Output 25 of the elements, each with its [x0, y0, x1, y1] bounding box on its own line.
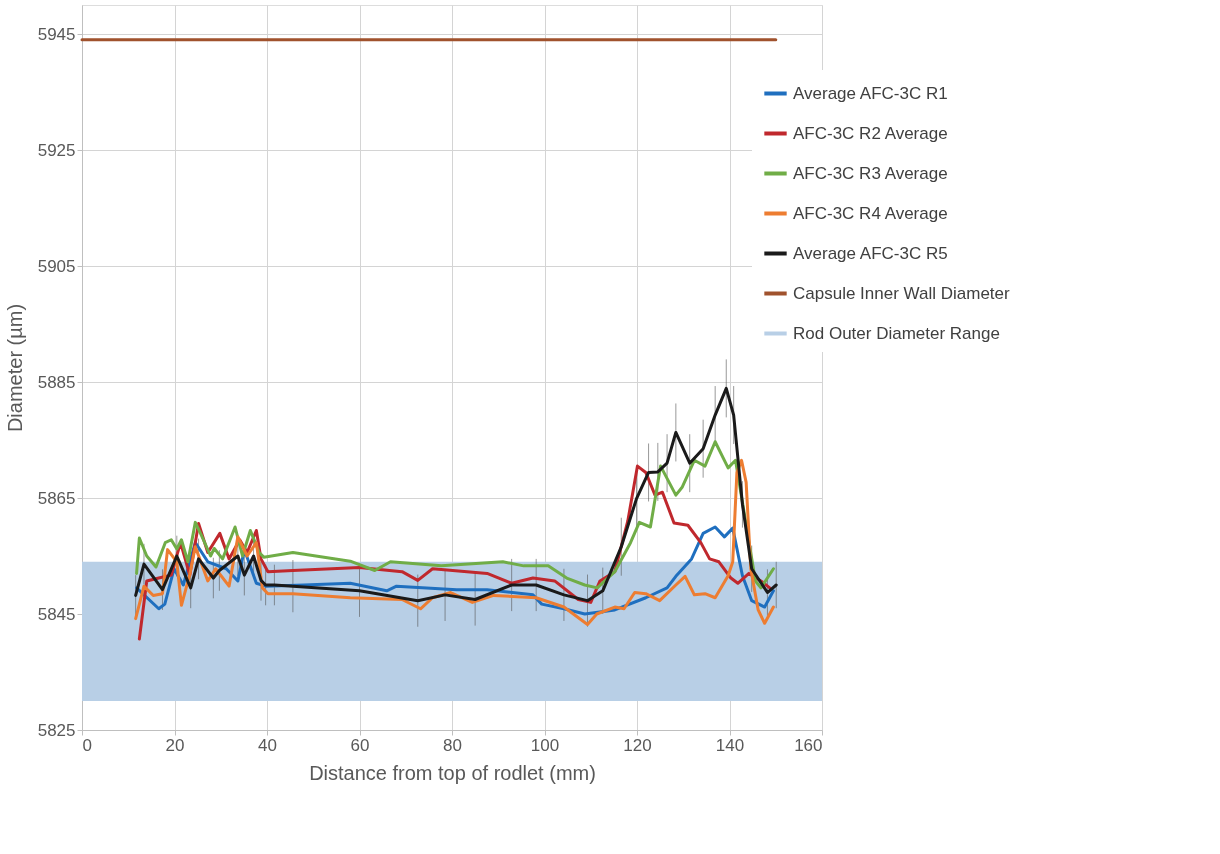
y-tick-label: 5825 — [37, 720, 76, 740]
y-tick-label: 5865 — [37, 488, 76, 508]
legend-label: Average AFC-3C R1 — [793, 83, 948, 103]
legend-label: AFC-3C R3 Average — [793, 163, 948, 183]
x-tick-label: 40 — [258, 735, 277, 755]
legend-label: AFC-3C R4 Average — [793, 203, 948, 223]
x-tick-label: 100 — [530, 735, 560, 755]
y-tick-label: 5925 — [37, 140, 76, 160]
x-tick-label: 140 — [715, 735, 745, 755]
y-tick-label: 5845 — [37, 604, 76, 624]
y-axis-title: Diameter (µm) — [3, 303, 26, 433]
x-axis-title: Distance from top of rodlet (mm) — [309, 761, 596, 784]
y-tick-label: 5945 — [37, 24, 76, 44]
x-tick-label: 160 — [794, 735, 823, 755]
x-tick-label: 60 — [350, 735, 370, 755]
y-tick-label: 5905 — [37, 256, 76, 276]
x-tick-label: 0 — [82, 735, 92, 755]
legend-label: Capsule Inner Wall Diameter — [793, 283, 1011, 303]
legend-label: Rod Outer Diameter Range — [793, 323, 1000, 343]
x-tick-label: 20 — [165, 735, 185, 755]
x-tick-label: 120 — [623, 735, 652, 755]
legend-label: Average AFC-3C R5 — [793, 243, 948, 263]
x-tick-label: 80 — [443, 735, 462, 755]
y-tick-label: 5885 — [37, 372, 76, 392]
legend-label: AFC-3C R2 Average — [793, 123, 948, 143]
